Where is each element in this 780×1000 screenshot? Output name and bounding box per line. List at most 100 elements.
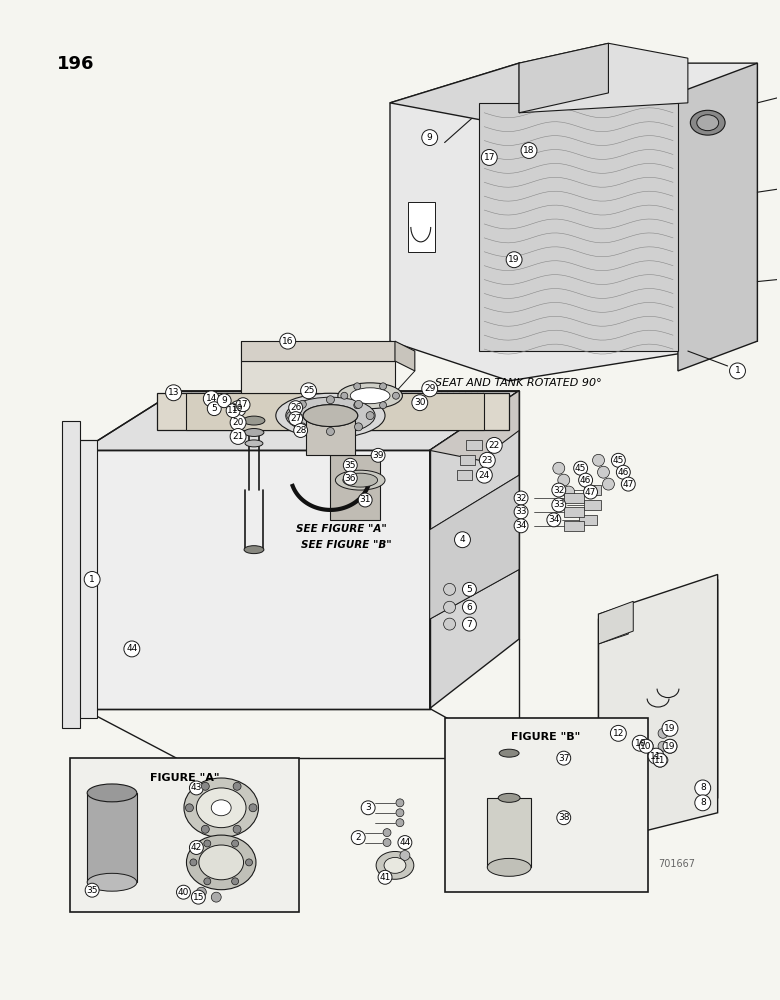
Ellipse shape [285, 397, 375, 434]
Circle shape [236, 398, 250, 412]
Text: 3: 3 [365, 803, 371, 812]
Polygon shape [519, 43, 608, 113]
Circle shape [396, 809, 404, 817]
Text: 19: 19 [509, 255, 519, 264]
Bar [488, 798, 531, 867]
Text: 29: 29 [424, 384, 435, 393]
Circle shape [514, 491, 528, 505]
Circle shape [343, 458, 357, 472]
Circle shape [547, 513, 561, 527]
Circle shape [351, 831, 365, 845]
Text: 44: 44 [399, 838, 410, 847]
Circle shape [84, 571, 100, 587]
Text: 12: 12 [612, 729, 624, 738]
Polygon shape [430, 475, 519, 619]
Text: 6: 6 [466, 603, 473, 612]
Ellipse shape [244, 546, 264, 554]
Bar [564, 521, 583, 531]
Circle shape [557, 751, 571, 765]
Text: 21: 21 [232, 432, 244, 441]
Circle shape [300, 383, 317, 399]
Circle shape [633, 735, 648, 751]
Circle shape [463, 582, 477, 596]
Circle shape [583, 485, 597, 499]
Text: 33: 33 [553, 500, 565, 509]
Text: 17: 17 [484, 153, 495, 162]
Circle shape [85, 883, 99, 897]
Polygon shape [598, 609, 629, 644]
Text: 18: 18 [523, 146, 535, 155]
Polygon shape [241, 361, 395, 393]
Circle shape [558, 474, 569, 486]
Circle shape [396, 799, 404, 807]
Circle shape [211, 892, 222, 902]
Circle shape [380, 402, 387, 409]
Text: 46: 46 [618, 468, 629, 477]
Text: 19: 19 [665, 742, 675, 751]
Bar [579, 515, 597, 525]
Text: 28: 28 [295, 426, 307, 435]
Text: 43: 43 [190, 783, 202, 792]
Circle shape [124, 641, 140, 657]
Bar [456, 470, 473, 480]
Text: 31: 31 [360, 495, 371, 504]
Ellipse shape [303, 405, 358, 427]
Ellipse shape [350, 388, 390, 404]
Bar [459, 455, 475, 465]
Text: 46: 46 [580, 476, 591, 485]
Circle shape [396, 819, 404, 827]
Text: 30: 30 [414, 398, 426, 407]
Circle shape [553, 462, 565, 474]
Circle shape [355, 400, 363, 408]
Text: 45: 45 [575, 464, 587, 473]
Circle shape [280, 333, 296, 349]
Circle shape [622, 477, 635, 491]
Text: 47: 47 [585, 488, 596, 497]
Circle shape [233, 782, 241, 790]
Circle shape [218, 394, 231, 408]
Circle shape [653, 753, 667, 767]
Ellipse shape [186, 835, 256, 890]
Text: 10: 10 [640, 742, 652, 751]
Circle shape [232, 840, 239, 847]
Text: 20: 20 [232, 418, 244, 427]
Circle shape [204, 840, 211, 847]
Circle shape [663, 739, 677, 753]
Circle shape [602, 478, 615, 490]
Circle shape [455, 532, 470, 548]
Circle shape [233, 825, 241, 833]
Circle shape [695, 795, 711, 811]
Text: SEE FIGURE "A": SEE FIGURE "A" [296, 524, 386, 534]
Text: 1: 1 [735, 366, 740, 375]
Bar [564, 493, 583, 503]
Ellipse shape [690, 110, 725, 135]
Polygon shape [62, 421, 80, 728]
Text: 26: 26 [290, 403, 301, 412]
Text: 22: 22 [488, 441, 500, 450]
Circle shape [640, 739, 653, 753]
Circle shape [392, 392, 399, 399]
Text: 196: 196 [58, 55, 95, 73]
Text: 4: 4 [459, 535, 466, 544]
Ellipse shape [87, 784, 136, 802]
Text: 15: 15 [193, 893, 204, 902]
Bar [70, 758, 299, 912]
Bar [466, 440, 482, 450]
Circle shape [551, 483, 565, 497]
Polygon shape [480, 103, 678, 351]
Ellipse shape [338, 383, 402, 409]
Circle shape [486, 437, 502, 453]
Text: 11: 11 [654, 756, 666, 765]
Polygon shape [395, 341, 415, 371]
Circle shape [383, 829, 391, 837]
Text: 47: 47 [622, 480, 634, 489]
Text: 40: 40 [178, 888, 190, 897]
Text: 5: 5 [211, 404, 217, 413]
Ellipse shape [244, 429, 264, 436]
Text: 37: 37 [558, 754, 569, 763]
Polygon shape [390, 63, 678, 133]
Text: 11: 11 [228, 406, 239, 415]
Text: SEAT AND TANK ROTATED 90°: SEAT AND TANK ROTATED 90° [434, 378, 601, 388]
Text: 17: 17 [237, 400, 249, 409]
Polygon shape [519, 43, 688, 113]
